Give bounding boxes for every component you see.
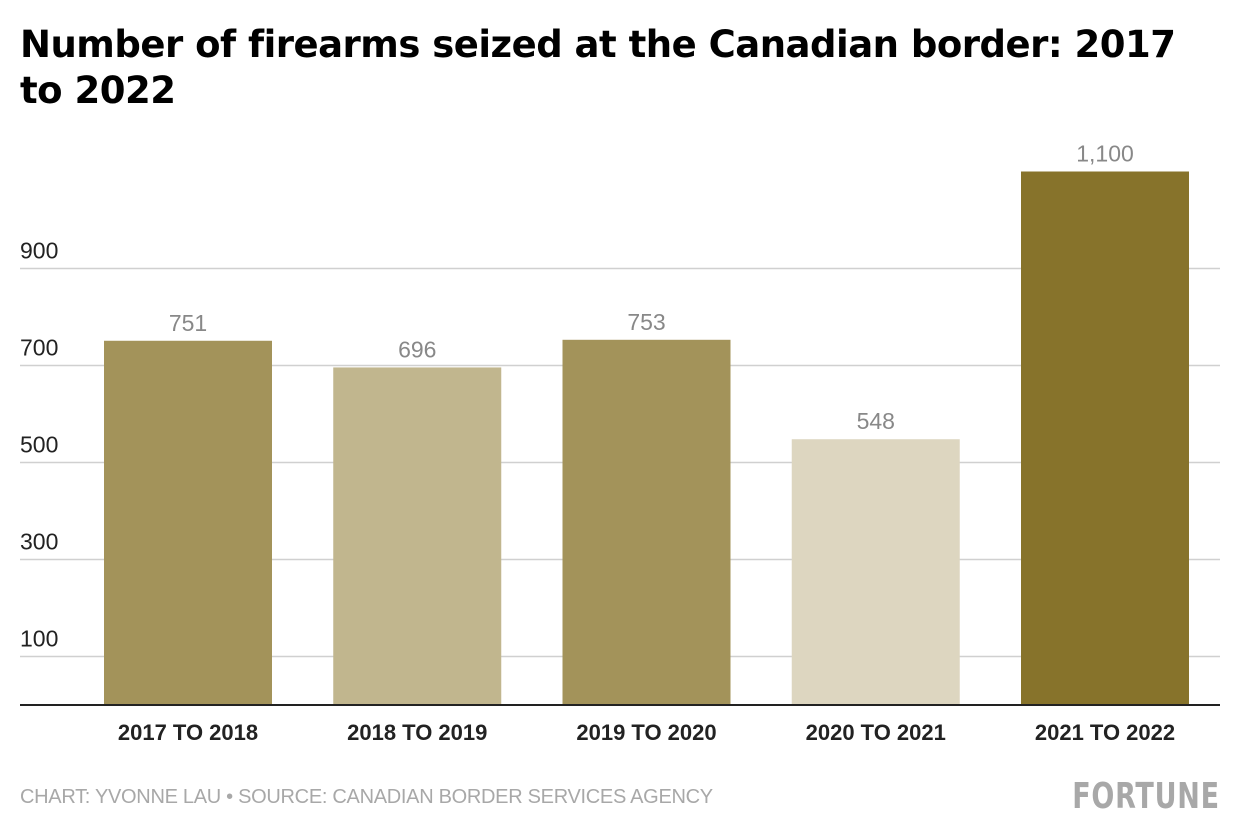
- fortune-logo: FORTUNE: [1072, 776, 1220, 817]
- bar: [333, 367, 502, 705]
- bar: [791, 439, 960, 705]
- x-tick-label: 2019 TO 2020: [576, 720, 716, 745]
- y-tick-label: 500: [20, 432, 58, 458]
- bar: [1021, 171, 1189, 705]
- data-label: 696: [398, 336, 436, 362]
- x-tick-label: 2018 TO 2019: [347, 720, 487, 745]
- chart-title: Number of firearms seized at the Canadia…: [20, 23, 1176, 112]
- bar: [562, 339, 731, 705]
- data-label: 751: [169, 310, 207, 336]
- chart-credit: CHART: YVONNE LAU • SOURCE: CANADIAN BOR…: [20, 786, 713, 808]
- x-tick-label: 2020 TO 2021: [806, 720, 946, 745]
- data-label: 1,100: [1076, 141, 1134, 167]
- y-tick-label: 100: [20, 626, 58, 652]
- bar-chart: 100 300 500 700 900 751 2017 TO 2018 696 2018 TO…: [20, 141, 1220, 745]
- y-tick-label: 900: [20, 238, 58, 264]
- y-tick-label: 300: [20, 529, 58, 555]
- data-label: 548: [857, 408, 895, 434]
- bar: [104, 340, 272, 705]
- data-label: 753: [627, 309, 665, 335]
- x-tick-label: 2017 TO 2018: [118, 720, 258, 745]
- y-tick-label: 700: [20, 335, 58, 361]
- x-tick-label: 2021 TO 2022: [1035, 720, 1175, 745]
